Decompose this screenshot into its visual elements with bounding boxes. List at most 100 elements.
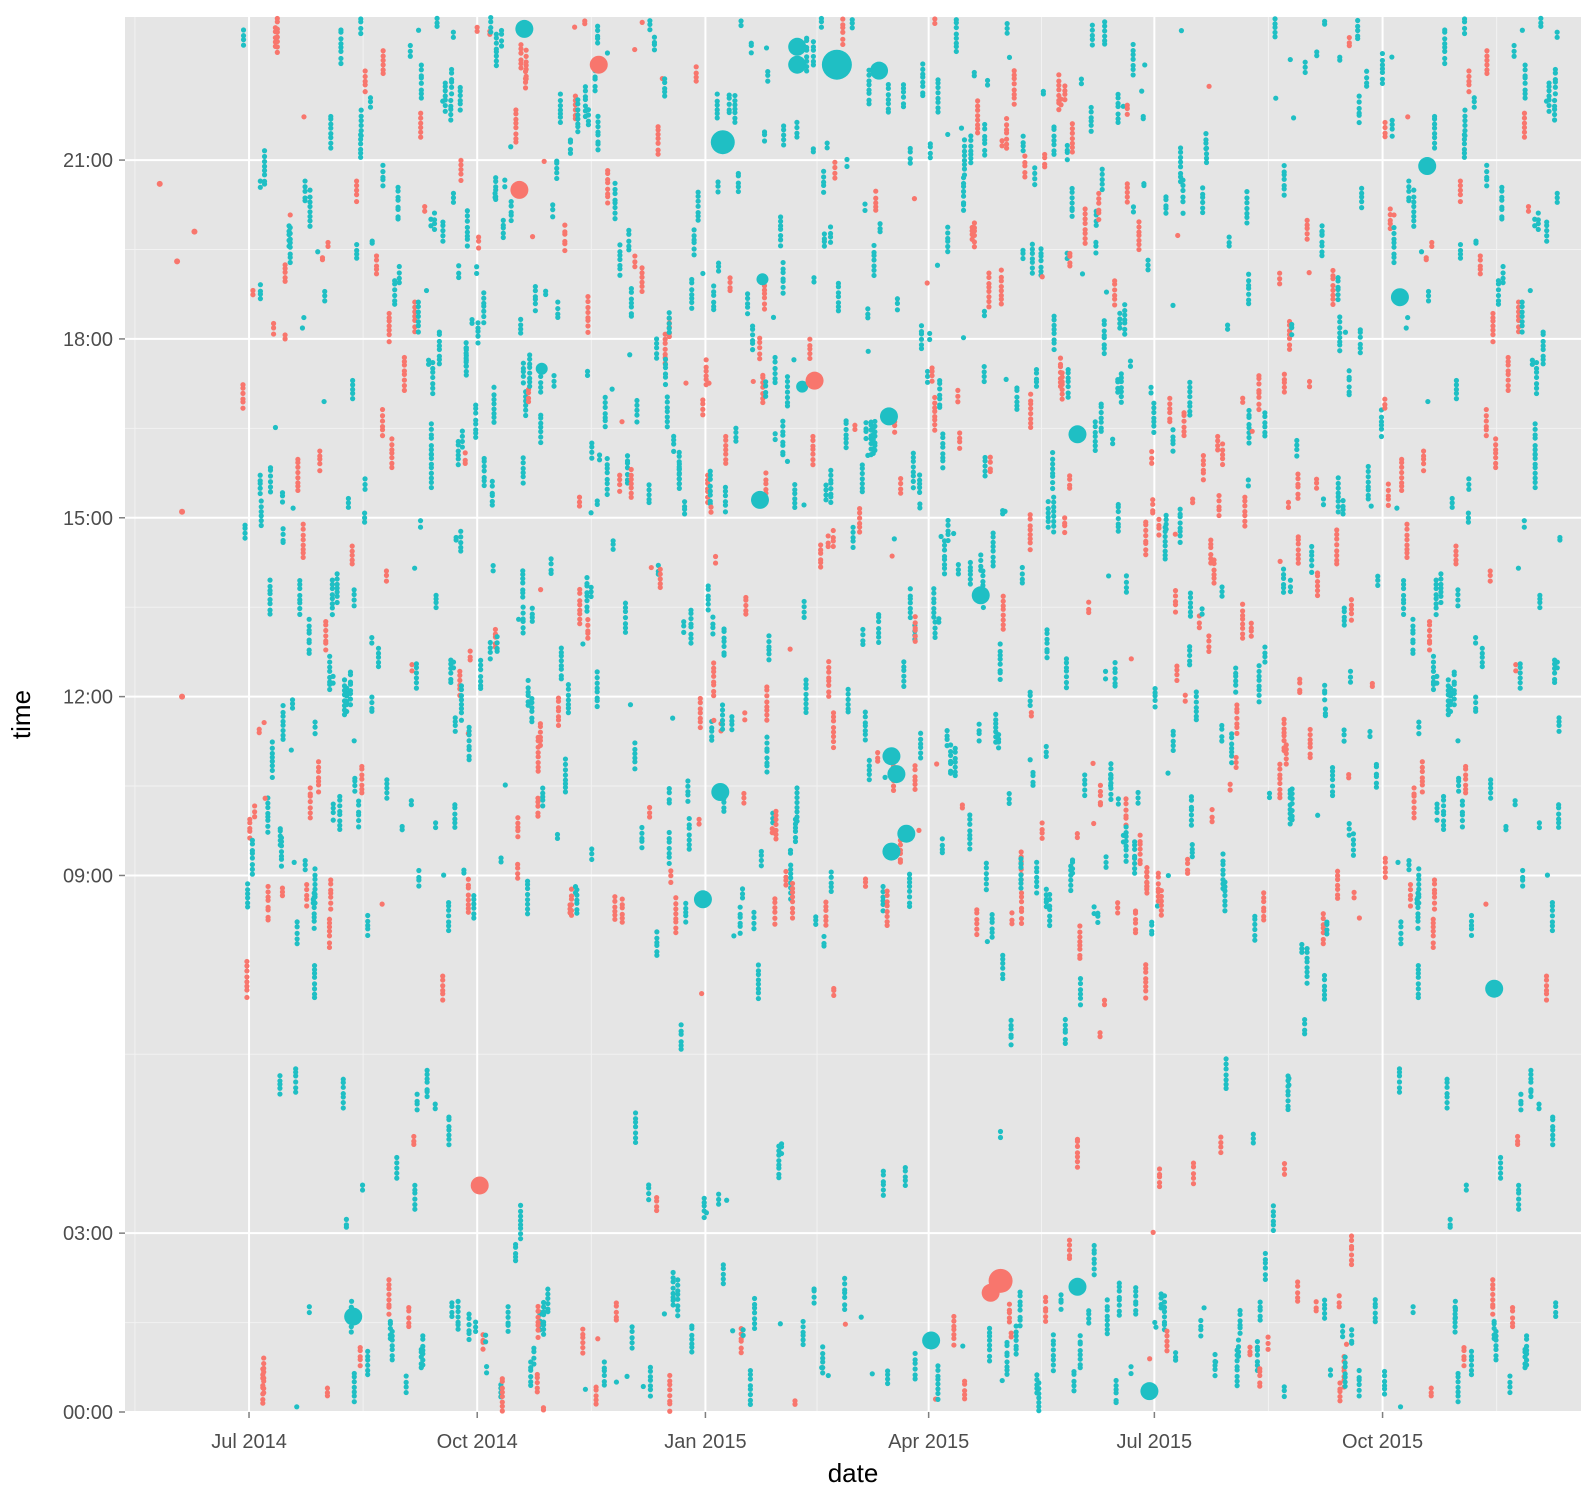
data-point xyxy=(1379,66,1386,72)
data-point xyxy=(1319,253,1325,259)
data-point xyxy=(403,1379,409,1385)
data-point xyxy=(446,1114,452,1120)
data-point xyxy=(1320,911,1326,917)
data-point xyxy=(1069,135,1075,142)
data-point xyxy=(351,1399,357,1405)
data-point xyxy=(1382,396,1388,402)
data-point xyxy=(452,811,458,817)
data-point xyxy=(604,476,610,483)
data-point xyxy=(784,394,791,401)
data-point xyxy=(705,607,711,613)
data-point xyxy=(701,1195,707,1201)
data-point xyxy=(1177,149,1184,155)
data-point xyxy=(929,365,935,371)
data-point xyxy=(1410,637,1416,643)
data-point xyxy=(671,433,677,440)
data-point xyxy=(989,926,995,932)
data-point xyxy=(1130,56,1136,62)
data-point xyxy=(773,816,779,823)
data-point xyxy=(661,1311,668,1317)
data-point xyxy=(317,448,323,454)
data-point xyxy=(818,557,824,563)
data-point xyxy=(471,915,477,921)
data-point xyxy=(844,156,850,163)
data-point xyxy=(330,805,336,811)
data-point xyxy=(668,868,674,874)
data-point xyxy=(932,427,938,433)
data-point xyxy=(1115,91,1121,97)
data-point xyxy=(763,481,769,487)
data-point xyxy=(776,1171,782,1177)
data-point xyxy=(1051,322,1057,328)
data-point xyxy=(265,889,271,895)
data-point xyxy=(1234,702,1240,708)
data-point xyxy=(567,146,574,153)
data-point xyxy=(957,430,963,436)
data-point xyxy=(455,448,461,454)
data-point xyxy=(647,804,653,811)
data-point xyxy=(524,891,531,898)
data-point xyxy=(356,798,362,804)
data-point xyxy=(980,573,986,579)
data-point xyxy=(471,911,477,917)
data-point xyxy=(523,73,529,79)
data-point xyxy=(558,645,564,651)
data-point xyxy=(1281,738,1287,744)
data-point xyxy=(1167,416,1173,422)
data-point xyxy=(1321,992,1328,998)
data-point xyxy=(772,431,778,437)
data-point xyxy=(1161,1299,1168,1305)
data-point xyxy=(830,718,837,724)
data-point xyxy=(1071,1378,1077,1384)
data-point xyxy=(1156,1166,1163,1172)
data-point xyxy=(714,110,720,117)
data-point xyxy=(1177,154,1184,161)
data-point xyxy=(820,1365,826,1371)
data-point xyxy=(1280,571,1287,578)
data-point xyxy=(617,242,623,248)
data-point xyxy=(1382,124,1388,131)
data-point xyxy=(1246,301,1252,307)
data-point xyxy=(818,542,824,548)
data-point xyxy=(1181,424,1187,430)
data-point xyxy=(380,57,386,63)
data-point xyxy=(983,876,989,882)
data-point xyxy=(433,599,439,606)
data-point xyxy=(327,664,333,670)
data-point xyxy=(1006,1301,1013,1307)
data-point xyxy=(940,434,946,441)
data-point xyxy=(737,911,743,917)
data-point xyxy=(890,787,897,793)
data-point xyxy=(937,396,943,402)
data-point xyxy=(261,148,268,154)
data-point xyxy=(532,294,538,300)
data-point xyxy=(801,614,807,620)
data-point xyxy=(557,107,563,113)
data-point xyxy=(948,758,954,765)
data-point xyxy=(338,55,344,62)
data-point xyxy=(764,699,770,705)
data-point xyxy=(365,1357,371,1363)
data-point xyxy=(1277,761,1283,767)
data-point xyxy=(525,689,531,695)
data-point xyxy=(415,27,422,33)
data-point xyxy=(459,438,465,445)
data-point xyxy=(424,1067,430,1073)
data-point xyxy=(733,429,739,436)
data-point xyxy=(1226,234,1232,240)
data-point xyxy=(1277,776,1283,782)
data-point xyxy=(701,1214,707,1221)
data-point xyxy=(720,1271,726,1277)
data-point xyxy=(952,749,958,755)
data-point xyxy=(1295,1283,1301,1289)
data-point xyxy=(894,300,901,306)
data-point xyxy=(1347,668,1354,674)
data-point xyxy=(565,686,571,692)
data-point xyxy=(743,608,749,614)
data-point xyxy=(240,42,247,48)
data-point xyxy=(632,1110,639,1116)
data-point xyxy=(986,1358,993,1364)
data-point xyxy=(1209,814,1215,820)
data-point xyxy=(876,625,882,632)
data-point xyxy=(369,238,375,244)
